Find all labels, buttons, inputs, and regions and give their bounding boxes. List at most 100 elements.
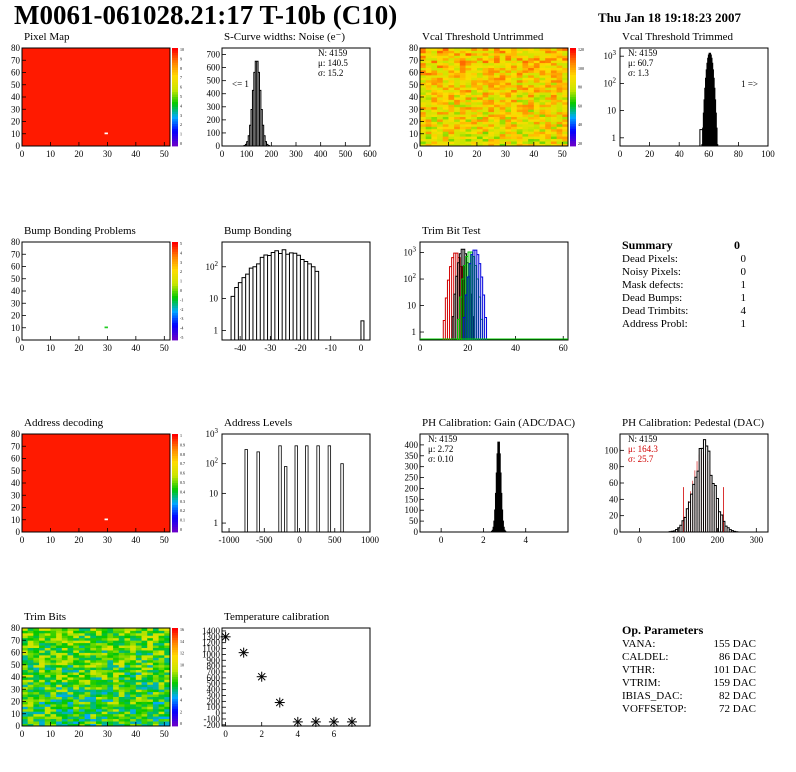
- palette-swatch: [172, 276, 178, 280]
- palette-swatch: [172, 686, 178, 690]
- y-tick-label: 70: [11, 249, 21, 259]
- palette-swatch: [172, 286, 178, 289]
- y-tick-label: 0: [16, 141, 21, 151]
- palette-swatch: [172, 434, 178, 437]
- stats-line: N: 4159: [318, 48, 348, 58]
- palette-swatch: [172, 483, 178, 486]
- y-tick-label: 30: [11, 684, 21, 694]
- histogram-series: [243, 60, 270, 146]
- stats-line: N: 4159: [628, 48, 658, 58]
- y-tick-label: 1100: [202, 644, 220, 654]
- palette-swatch: [172, 446, 178, 450]
- heatmap-fill: [22, 48, 170, 146]
- op-param-value: 86 DAC: [719, 651, 756, 663]
- y-tick-label: 150: [405, 494, 419, 504]
- y-tick-label: 70: [11, 635, 21, 645]
- y-tick-label: 0: [216, 708, 221, 718]
- y-tick-label: 60: [11, 68, 21, 78]
- y-tick-label: 300: [207, 690, 221, 700]
- y-tick-label: 200: [207, 115, 221, 125]
- y-tick-label: 80: [11, 43, 21, 53]
- x-tick-label: 0: [418, 343, 423, 353]
- palette-swatch: [172, 109, 178, 113]
- palette-swatch: [172, 485, 178, 489]
- palette-swatch: [172, 259, 178, 262]
- palette-swatch: [172, 273, 178, 277]
- overflow-annotation: <= 1: [232, 79, 249, 89]
- palette-swatch: [172, 696, 178, 700]
- summary-row: Address Probl: 1: [622, 318, 746, 331]
- plot-title: Temperature calibration: [224, 611, 330, 623]
- y-tick-label: 10: [11, 515, 21, 525]
- summary-label: Dead Bumps:: [622, 292, 683, 304]
- palette-swatch: [172, 128, 178, 132]
- y-tick-label: 300: [207, 102, 221, 112]
- stats-line: N: 4159: [428, 434, 458, 444]
- x-tick-label: 30: [103, 149, 113, 159]
- summary-row: Noisy Pixels: 0: [622, 266, 746, 279]
- palette-tick-label: 2: [180, 269, 182, 274]
- x-tick-label: 300: [289, 149, 303, 159]
- palette-swatch: [172, 652, 178, 656]
- x-tick-label: 10: [46, 729, 56, 739]
- palette-tick-label: 8: [180, 66, 182, 71]
- palette-swatch: [570, 79, 576, 83]
- y-tick-label: 1000: [202, 649, 221, 659]
- plot-title: PH Calibration: Gain (ADC/DAC): [422, 417, 575, 429]
- y-tick-label: 50: [11, 660, 21, 670]
- y-tick-label: 60: [11, 454, 21, 464]
- y-tick-label: 60: [11, 262, 21, 272]
- y-tick-label: 50: [11, 466, 21, 476]
- y-tick-label: 10: [407, 301, 417, 311]
- y-tick-label: 100: [605, 445, 619, 455]
- summary-value: 1: [740, 279, 747, 291]
- palette-tick-label: 0.6: [180, 471, 185, 476]
- plot-title: Address decoding: [24, 417, 104, 429]
- y-tick-label: 103: [206, 427, 219, 439]
- palette-swatch: [172, 721, 178, 724]
- palette-tick-label: 6: [180, 686, 182, 691]
- palette-swatch: [172, 441, 178, 445]
- histogram-bar: [278, 445, 282, 533]
- palette-swatch: [172, 723, 178, 727]
- heatmap-special-cell: [104, 326, 108, 329]
- x-tick-label: 30: [103, 729, 113, 739]
- plot-title: S-Curve widths: Noise (e⁻): [224, 31, 345, 43]
- x-tick-label: 0: [359, 343, 364, 353]
- histogram-series: [668, 439, 739, 533]
- palette-swatch: [172, 713, 178, 717]
- palette-swatch: [172, 327, 178, 331]
- palette-swatch: [172, 111, 178, 115]
- palette-swatch: [172, 291, 178, 294]
- palette-swatch: [172, 101, 178, 105]
- scatter-point: [310, 716, 321, 727]
- x-tick-label: 10: [444, 149, 454, 159]
- palette-tick-label: 16: [180, 627, 184, 632]
- palette-tick-label: 60: [578, 103, 582, 108]
- stats-line: σ: 1.3: [628, 68, 649, 78]
- palette-swatch: [570, 50, 576, 54]
- palette-tick-label: -5: [180, 335, 183, 340]
- palette-swatch: [570, 121, 576, 125]
- palette-swatch: [172, 500, 178, 503]
- palette-swatch: [172, 654, 178, 658]
- x-tick-label: 0: [220, 149, 225, 159]
- palette-tick-label: -4: [180, 326, 183, 331]
- x-tick-label: 0: [297, 535, 302, 545]
- plot-title: Address Levels: [224, 417, 292, 429]
- palette-swatch: [570, 55, 576, 59]
- y-tick-label: 0: [16, 721, 21, 731]
- palette-swatch: [172, 65, 178, 68]
- op-param-label: VOFFSETOP:: [622, 703, 687, 715]
- x-tick-label: 50: [160, 729, 170, 739]
- palette-swatch: [172, 711, 178, 715]
- x-tick-label: -20: [295, 343, 307, 353]
- palette-swatch: [172, 635, 178, 639]
- summary-value: 0: [740, 253, 747, 265]
- palette-swatch: [570, 141, 576, 144]
- palette-swatch: [172, 50, 178, 54]
- histogram-bar: [340, 463, 344, 533]
- palette-swatch: [172, 667, 178, 671]
- y-tick-label: 1: [214, 518, 219, 528]
- x-tick-label: 100: [240, 149, 254, 159]
